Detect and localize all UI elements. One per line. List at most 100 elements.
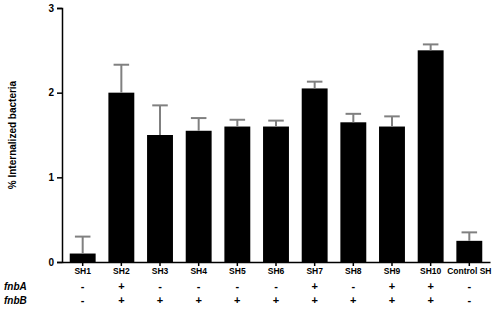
x-tick-label: SH2	[113, 266, 130, 276]
bar	[70, 254, 96, 262]
error-stem	[468, 232, 470, 240]
gene-mark: +	[157, 294, 163, 306]
error-bar	[384, 116, 400, 126]
x-tick: SH5	[229, 262, 246, 276]
error-cap	[384, 115, 400, 117]
y-tick: 1	[48, 172, 62, 183]
error-bar	[114, 65, 130, 93]
x-tick: SH7	[306, 262, 323, 276]
x-tick: SH3	[152, 262, 169, 276]
error-cap	[152, 104, 168, 106]
y-tick-label: 1	[48, 172, 54, 183]
x-tick: SH4	[190, 262, 207, 276]
x-tick-label: SH9	[384, 266, 401, 276]
bar	[224, 127, 250, 262]
gene-mark: +	[118, 280, 124, 292]
y-tick: 2	[48, 87, 62, 98]
gene-mark: -	[81, 294, 85, 306]
gene-mark: -	[351, 280, 355, 292]
gene-mark: +	[389, 280, 395, 292]
x-tick-label: SH7	[306, 266, 323, 276]
bar	[418, 50, 444, 262]
error-stem	[236, 120, 238, 127]
error-bar	[346, 114, 362, 122]
gene-mark: +	[311, 280, 317, 292]
gene-mark: -	[236, 280, 240, 292]
error-stem	[314, 82, 316, 89]
x-tick-label: SH4	[190, 266, 207, 276]
x-tick: SH1	[74, 262, 91, 276]
x-tick-label: SH6	[268, 266, 285, 276]
x-tick-label: SH5	[229, 266, 246, 276]
x-tick-label: SH1	[74, 266, 91, 276]
x-tick-label: Control SH	[447, 266, 491, 276]
error-stem	[352, 114, 354, 122]
gene-mark: +	[234, 294, 240, 306]
y-tick-mark	[57, 8, 62, 10]
error-stem	[82, 237, 84, 254]
x-tick-label: SH10	[420, 266, 442, 276]
y-tick: 0	[48, 257, 62, 268]
x-axis: SH1 SH2 SH3 SH4 SH5 SH6 SH7 SH8 SH9 SH10 Control S…	[63, 262, 492, 276]
y-tick-label: 0	[48, 257, 54, 268]
error-cap	[423, 43, 439, 45]
error-cap	[462, 231, 478, 233]
y-tick-label: 2	[48, 87, 54, 98]
y-tick-label: 3	[48, 3, 54, 14]
y-tick-mark	[57, 92, 62, 94]
error-bar	[191, 118, 207, 131]
y-tick-mark	[57, 262, 62, 264]
x-tick: SH2	[113, 262, 130, 276]
error-stem	[391, 116, 393, 126]
y-tick-mark	[57, 177, 62, 179]
error-bar	[152, 105, 168, 135]
x-tick: SH6	[268, 262, 285, 276]
bar	[379, 127, 405, 262]
error-bar	[423, 44, 439, 50]
gene-row: -+++++++++-	[81, 294, 472, 306]
x-tick: SH9	[384, 262, 401, 276]
y-axis: 0 1 2 3	[48, 3, 62, 268]
bar	[456, 241, 482, 262]
error-stem	[159, 105, 161, 135]
bar	[263, 127, 289, 262]
gene-row: -+----+-++-	[81, 280, 472, 292]
bar	[108, 93, 134, 262]
error-cap	[114, 64, 130, 66]
bar	[340, 122, 366, 262]
error-cap	[307, 81, 323, 83]
error-cap	[75, 236, 91, 238]
gene-mark: -	[467, 294, 471, 306]
gene-label: fnbA	[4, 281, 27, 292]
bar	[302, 88, 328, 262]
gene-mark: +	[427, 280, 433, 292]
gene-mark: -	[197, 280, 201, 292]
error-stem	[120, 65, 122, 93]
bars	[70, 44, 483, 262]
x-tick: SH8	[345, 262, 362, 276]
chart: 0 1 2 3 SH1 SH2 SH3 SH4 SH5 SH6 SH7 SH8 SH9 SH10 Contr…	[0, 0, 500, 310]
error-cap	[191, 117, 207, 119]
gene-label: fnbB	[4, 295, 27, 306]
gene-mark: +	[427, 294, 433, 306]
y-axis-title: % Internalized bacteria	[7, 80, 18, 189]
gene-mark: +	[195, 294, 201, 306]
gene-mark: -	[158, 280, 162, 292]
y-axis-line	[57, 9, 63, 263]
gene-mark: -	[274, 280, 278, 292]
x-tick-label: SH8	[345, 266, 362, 276]
error-stem	[198, 118, 200, 131]
error-bar	[268, 121, 284, 127]
error-cap	[268, 120, 284, 122]
error-cap	[230, 119, 246, 121]
x-tick: SH10	[420, 262, 442, 276]
bar	[147, 135, 173, 262]
error-cap	[346, 113, 362, 115]
gene-mark: +	[118, 294, 124, 306]
bar	[186, 131, 212, 262]
error-bar	[462, 232, 478, 240]
error-bar	[307, 82, 323, 89]
gene-mark: +	[350, 294, 356, 306]
gene-mark: -	[467, 280, 471, 292]
error-bar	[230, 120, 246, 127]
